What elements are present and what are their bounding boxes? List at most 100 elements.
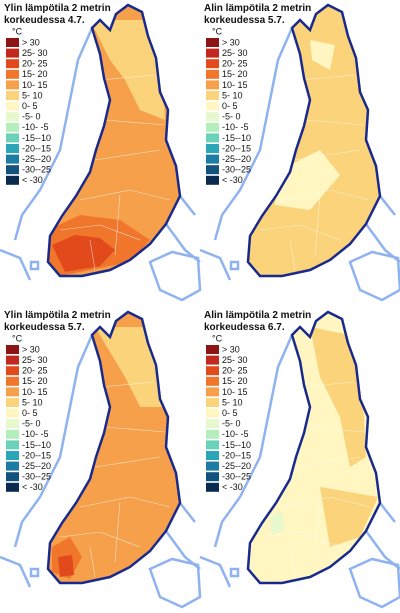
legend-swatch: [206, 355, 219, 365]
legend-swatch: [6, 165, 19, 175]
legend-swatch: [206, 144, 219, 153]
legend-swatch: [206, 165, 219, 175]
temperature-zone: [270, 512, 285, 535]
legend-label: -25--20: [222, 154, 251, 164]
legend-label: < -30: [22, 482, 43, 492]
legend-label: -15--10: [222, 440, 251, 450]
legend-label: 10- 15: [22, 80, 48, 90]
legend-swatch: [6, 59, 19, 69]
legend-swatch: [206, 154, 219, 164]
legend-swatch: [206, 440, 219, 450]
legend-label: -15--10: [22, 440, 51, 450]
legend-label: 25- 30: [222, 48, 248, 58]
temperature-zone: [52, 235, 115, 272]
legend-label: 0- 5: [22, 101, 38, 111]
legend-label: 5- 10: [222, 90, 243, 100]
legend-label: -30--25: [22, 165, 51, 175]
legend-swatch: [6, 376, 19, 386]
legend-swatch: [206, 408, 219, 418]
legend-swatch: [6, 101, 19, 111]
legend-label: -5- 0: [22, 112, 41, 122]
legend-swatch: [6, 112, 19, 122]
temperature-zone: [310, 327, 366, 467]
legend-swatch: [6, 69, 19, 79]
legend-label: > 30: [222, 37, 240, 47]
legend-swatch: [206, 429, 219, 439]
legend-swatch: [206, 472, 219, 482]
legend-label: 0- 5: [22, 408, 38, 418]
legend-label: -30--25: [222, 165, 251, 175]
panel-title: korkeudessa 5.7.: [4, 322, 85, 333]
legend-swatch: [206, 69, 219, 79]
legend-swatch: [6, 408, 19, 418]
legend-swatch: [206, 345, 219, 354]
legend-label: -5- 0: [222, 419, 241, 429]
temperature-zones: [48, 20, 171, 276]
legend-swatch: [206, 387, 219, 397]
legend-label: < -30: [222, 175, 243, 185]
legend-swatch: [6, 144, 19, 153]
region-lines: [259, 74, 371, 271]
legend-swatch: [6, 461, 19, 471]
legend-label: > 30: [222, 344, 240, 354]
legend-swatch: [6, 133, 19, 143]
legend-label: 10- 15: [222, 387, 248, 397]
legend-label: -20--15: [222, 143, 251, 153]
legend-label: 25- 30: [222, 355, 248, 365]
legend-swatch: [206, 482, 219, 492]
legend-swatch: [6, 429, 19, 439]
panel-title: Alin lämpötila 2 metrin: [204, 3, 311, 14]
legend-label: -20--15: [222, 450, 251, 460]
panel-title: Alin lämpötila 2 metrin: [204, 310, 311, 321]
legend-swatch: [206, 451, 219, 460]
legend-label: -25--20: [22, 461, 51, 471]
legend-swatch: [6, 472, 19, 482]
temperature-zone: [310, 40, 335, 70]
legend-swatch: [206, 38, 219, 47]
legend-swatch: [6, 366, 19, 376]
legend-swatch: [6, 419, 19, 429]
legend-swatch: [206, 461, 219, 471]
panel-title: Ylin lämpötila 2 metrin: [4, 3, 111, 14]
legend-swatch: [6, 48, 19, 58]
legend-label: -10- -5: [22, 122, 49, 132]
legend-swatch: [206, 398, 219, 407]
panel-title: korkeudessa 6.7.: [204, 322, 285, 333]
legend-label: 15- 20: [222, 376, 248, 386]
legend-label: -25--20: [22, 154, 51, 164]
legend-label: > 30: [22, 344, 40, 354]
legend-label: 15- 20: [22, 376, 48, 386]
legend-label: -5- 0: [222, 112, 241, 122]
legend-swatch: [6, 451, 19, 460]
legend-swatch: [206, 91, 219, 100]
legend-swatch: [6, 91, 19, 100]
temperature-zones: [52, 327, 171, 579]
legend-label: 10- 15: [222, 80, 248, 90]
panel-title: korkeudessa 4.7.: [4, 15, 85, 26]
legend-swatch: [206, 376, 219, 386]
legend-unit: °C: [12, 333, 23, 343]
legend-label: 10- 15: [22, 387, 48, 397]
legend-label: 15- 20: [22, 69, 48, 79]
legend-label: -15--10: [22, 133, 51, 143]
legend-label: < -30: [22, 175, 43, 185]
legend-label: 5- 10: [22, 90, 43, 100]
temperature-zone: [58, 555, 74, 577]
legend-label: -10- -5: [222, 122, 249, 132]
legend-swatch: [206, 175, 219, 185]
legend-label: -25--20: [222, 461, 251, 471]
legend-label: -15--10: [222, 133, 251, 143]
legend-label: -30--25: [22, 472, 51, 482]
legend-swatch: [6, 175, 19, 185]
legend-label: 20- 25: [22, 59, 48, 69]
legend-label: 0- 5: [222, 101, 238, 111]
legend-unit: °C: [212, 333, 223, 343]
legend-swatch: [206, 48, 219, 58]
legend-swatch: [6, 482, 19, 492]
temperature-zone: [90, 20, 165, 120]
temperature-zones: [259, 327, 378, 578]
region-lines: [59, 381, 171, 578]
